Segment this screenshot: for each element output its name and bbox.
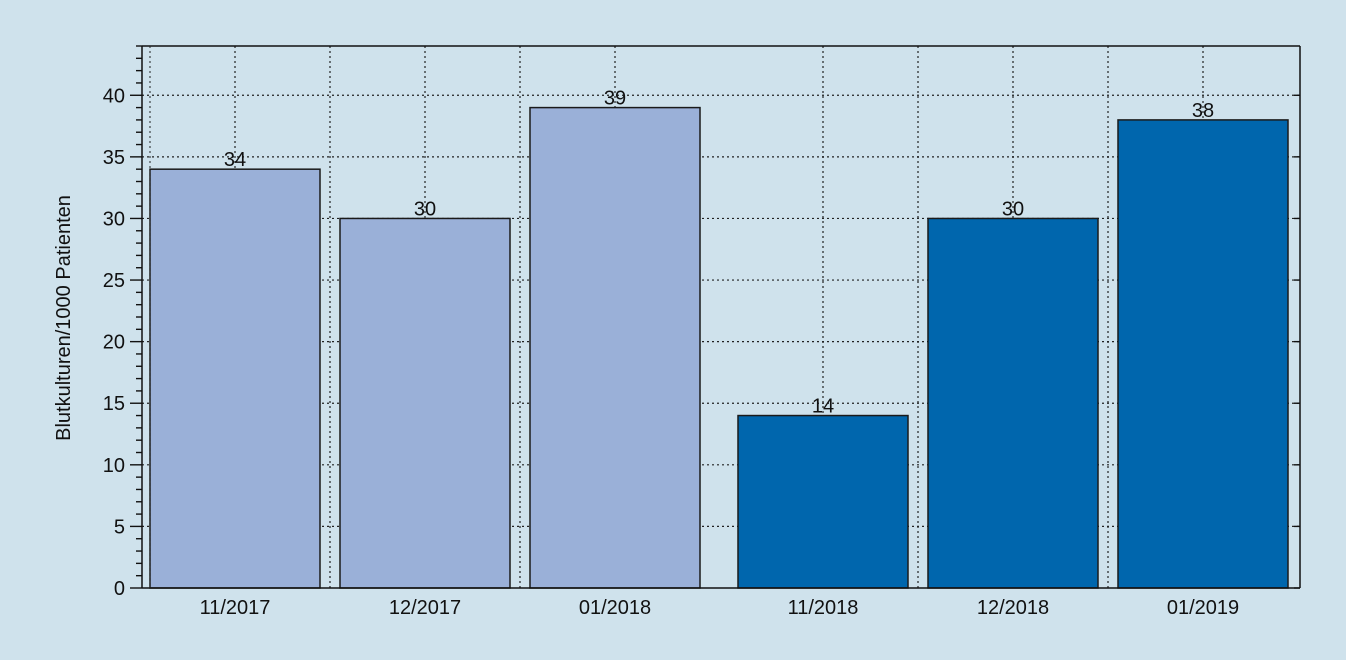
bar xyxy=(927,217,1099,589)
y-tick-label: 20 xyxy=(103,332,125,354)
axes: 0 5 10 15 20 25 30 35 40 xyxy=(103,45,1301,600)
y-tick-label: 40 xyxy=(103,85,125,107)
bar xyxy=(737,414,909,589)
y-axis-label: Blutkulturen/1000 Patienten xyxy=(53,195,75,441)
y-tick-label: 25 xyxy=(103,270,125,292)
y-tick-label: 15 xyxy=(103,393,125,415)
x-tick-label: 12/2018 xyxy=(977,597,1049,619)
data-label: 34 xyxy=(224,149,246,171)
bar xyxy=(529,106,701,589)
data-label: 14 xyxy=(812,396,834,418)
y-tick-label: 35 xyxy=(103,147,125,169)
y-tick-label: 5 xyxy=(114,516,125,538)
x-tick-label: 01/2019 xyxy=(1167,597,1239,619)
data-labels: 34 11/2017 30 12/2017 39 01/2018 14 11/2018 30 12… xyxy=(200,88,1240,619)
data-label: 38 xyxy=(1192,100,1214,122)
y-tick-label: 10 xyxy=(103,455,125,477)
x-tick-label: 01/2018 xyxy=(579,597,651,619)
x-tick-label: 11/2018 xyxy=(788,597,859,619)
bar xyxy=(339,217,511,589)
bar xyxy=(149,168,321,589)
y-tick-label: 30 xyxy=(103,208,125,230)
bars xyxy=(149,106,1289,589)
data-label: 30 xyxy=(414,198,436,220)
x-tick-label: 12/2017 xyxy=(389,597,461,619)
bar xyxy=(1117,119,1289,589)
data-label: 39 xyxy=(604,88,626,110)
x-tick-label: 11/2017 xyxy=(200,597,271,619)
y-tick-label: 0 xyxy=(114,578,125,600)
data-label: 30 xyxy=(1002,198,1024,220)
